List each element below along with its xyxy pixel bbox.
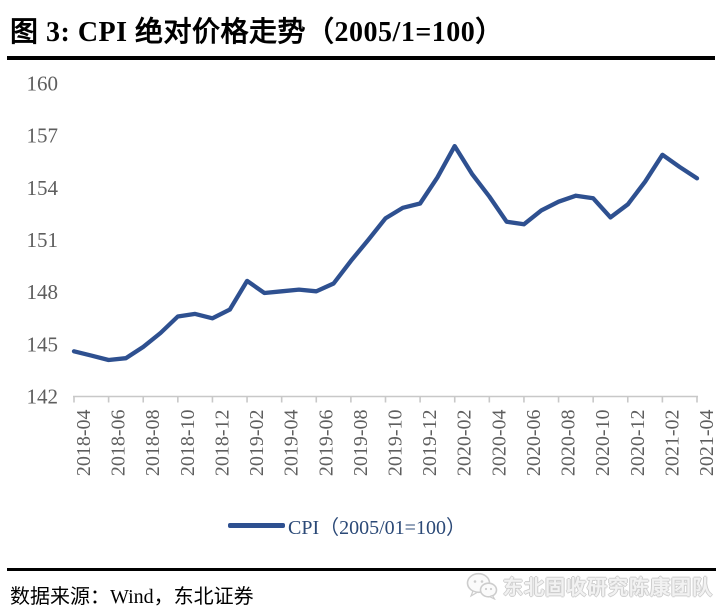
y-tick-label: 154	[27, 176, 59, 200]
y-tick-label: 160	[27, 72, 59, 96]
cpi-line-series	[71, 143, 700, 363]
watermark-text: 东北固收研究陈康团队	[503, 577, 713, 599]
x-tick-label: 2019-10	[385, 410, 407, 477]
x-tick-label: 2018-08	[142, 410, 164, 477]
figure-title: 图 3: CPI 绝对价格走势（2005/1=100）	[10, 17, 504, 48]
x-tick-label: 2020-12	[627, 410, 649, 477]
legend-label: CPI（2005/01=100）	[288, 517, 466, 539]
x-tick-label: 2020-04	[488, 410, 510, 477]
x-tick-label: 2021-04	[696, 410, 718, 477]
legend-line-swatch	[228, 523, 285, 528]
cpi-line-chart: 2018-04 2018-06 2018-08 2018-10 2018-12 2019-…	[27, 72, 719, 477]
data-source-text: 数据来源：Wind，东北证券	[10, 586, 254, 608]
legend: CPI（2005/01=100）	[228, 511, 466, 540]
x-tick-label: 2019-04	[281, 410, 303, 477]
x-tick-label: 2020-02	[454, 410, 476, 477]
x-tick-label: 2019-02	[246, 410, 268, 477]
x-tick-label: 2019-08	[350, 410, 372, 477]
footer-rule	[7, 568, 716, 571]
title-rule	[7, 56, 715, 60]
x-tick-label: 2018-10	[177, 410, 199, 477]
x-tick-label: 2021-02	[661, 410, 683, 477]
x-tick-label: 2020-08	[558, 410, 580, 477]
y-tick-label: 151	[27, 228, 59, 252]
x-tick-label: 2020-06	[523, 410, 545, 477]
x-tick-label: 2019-12	[419, 410, 441, 477]
x-tick-label: 2018-12	[211, 410, 233, 477]
watermark: 东北固收研究陈康团队	[466, 571, 713, 600]
x-tick-label: 2018-06	[108, 410, 130, 477]
y-tick-label: 148	[27, 280, 59, 304]
y-tick-label: 145	[27, 332, 59, 356]
wechat-icon	[466, 572, 498, 600]
x-tick-label: 2020-10	[592, 410, 614, 477]
x-tick-label: 2018-04	[73, 410, 95, 477]
y-tick-label: 157	[27, 124, 59, 148]
y-tick-label: 142	[27, 385, 59, 409]
x-tick-label: 2019-06	[315, 410, 337, 477]
